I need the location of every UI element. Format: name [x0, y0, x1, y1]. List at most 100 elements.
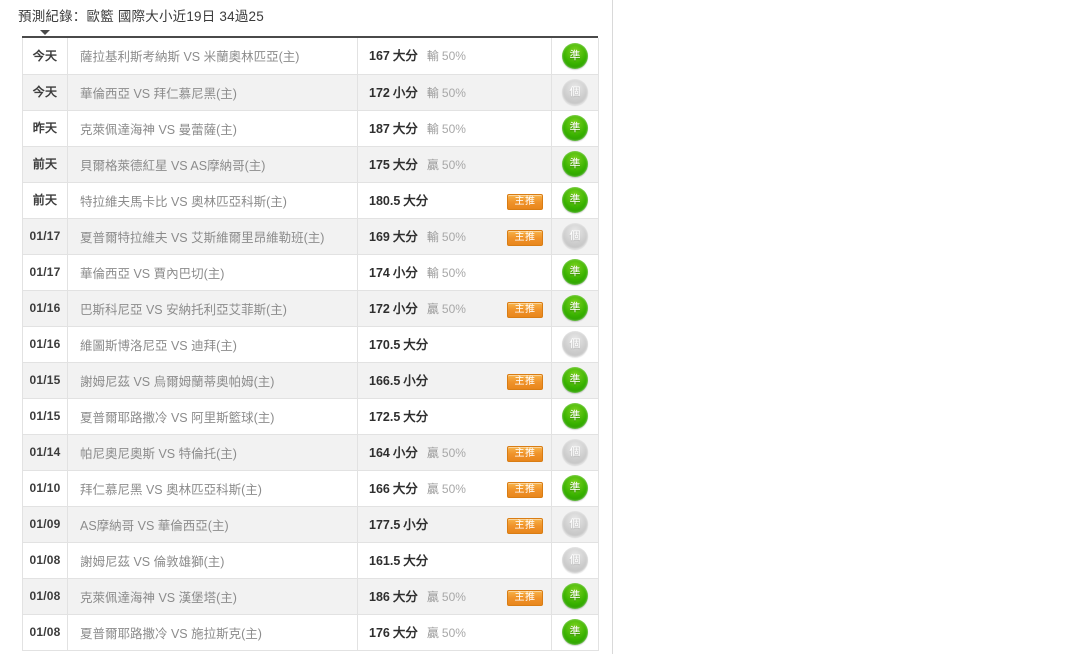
row-prediction-result: 輸 — [426, 229, 439, 244]
row-prediction-cell: 166.5 小分 主推 — [357, 362, 552, 399]
row-prediction-cell: 175 大分贏 50% — [357, 146, 552, 183]
row-status-cell: 準 — [551, 362, 599, 399]
row-prediction-content: 176 大分贏 50% — [358, 615, 551, 650]
row-date: 01/14 — [29, 445, 61, 459]
status-badge-hit: 準 — [562, 187, 588, 213]
table-row[interactable]: 01/14 帕尼奧尼奧斯 VS 特倫托(主) 164 小分贏 50% 主推 個 — [22, 434, 599, 471]
row-match-cell[interactable]: 巴斯科尼亞 VS 安納托利亞艾菲斯(主) — [67, 290, 358, 327]
row-prediction-over-under: 小分 — [392, 445, 418, 460]
row-match-teams: 維圖斯博洛尼亞 VS 迪拜(主) — [80, 338, 237, 353]
status-badge-miss: 個 — [562, 547, 588, 573]
row-date-cell: 01/08 — [22, 614, 68, 651]
status-badge-miss: 個 — [562, 331, 588, 357]
row-match-cell[interactable]: 薩拉基利斯考納斯 VS 米蘭奧林匹亞(主) — [67, 38, 358, 75]
row-prediction-over-under: 大分 — [403, 193, 429, 208]
table-row[interactable]: 01/08 克萊佩達海神 VS 漢堡塔(主) 186 大分贏 50% 主推 準 — [22, 578, 599, 615]
row-prediction-percent: 50% — [441, 157, 466, 172]
row-match-teams: 巴斯科尼亞 VS 安納托利亞艾菲斯(主) — [80, 302, 287, 317]
row-match-teams: 拜仁慕尼黑 VS 奧林匹亞科斯(主) — [80, 482, 262, 497]
row-match-cell[interactable]: 華倫西亞 VS 賈內巴切(主) — [67, 254, 358, 291]
row-date-cell: 01/16 — [22, 326, 68, 363]
row-prediction-cell: 161.5 大分 — [357, 542, 552, 579]
table-row[interactable]: 前天 貝爾格萊德紅星 VS AS摩納哥(主) 175 大分贏 50% 準 — [22, 146, 599, 183]
row-prediction-over-under: 大分 — [392, 625, 418, 640]
row-prediction-line: 172.5 — [369, 409, 401, 424]
row-prediction-line: 172 — [369, 301, 390, 316]
row-match-teams: 華倫西亞 VS 拜仁慕尼黑(主) — [80, 86, 237, 101]
row-match-cell[interactable]: 夏普爾耶路撒冷 VS 阿里斯籃球(主) — [67, 398, 358, 435]
row-match-cell[interactable]: AS摩納哥 VS 華倫西亞(主) — [67, 506, 358, 543]
table-row[interactable]: 01/09 AS摩納哥 VS 華倫西亞(主) 177.5 小分 主推 個 — [22, 506, 599, 543]
row-match-cell[interactable]: 帕尼奧尼奧斯 VS 特倫托(主) — [67, 434, 358, 471]
table-row[interactable]: 今天 華倫西亞 VS 拜仁慕尼黑(主) 172 小分輸 50% 個 — [22, 74, 599, 111]
table-row[interactable]: 01/10 拜仁慕尼黑 VS 奧林匹亞科斯(主) 166 大分贏 50% 主推 準 — [22, 470, 599, 507]
row-prediction-over-under: 大分 — [403, 553, 429, 568]
status-badge-miss: 個 — [562, 79, 588, 105]
row-match-cell[interactable]: 夏普爾特拉維夫 VS 艾斯維爾里昂維勒班(主) — [67, 218, 358, 255]
row-prediction-over-under: 小分 — [403, 373, 429, 388]
row-prediction-line: 174 — [369, 265, 390, 280]
row-prediction-result: 輸 — [426, 49, 439, 64]
row-date: 01/09 — [29, 517, 61, 531]
row-match-cell[interactable]: 拜仁慕尼黑 VS 奧林匹亞科斯(主) — [67, 470, 358, 507]
table-row[interactable]: 01/17 夏普爾特拉維夫 VS 艾斯維爾里昂維勒班(主) 169 大分輸 50% 主推 個 — [22, 218, 599, 255]
table-row[interactable]: 01/08 夏普爾耶路撒冷 VS 施拉斯克(主) 176 大分贏 50% 準 — [22, 614, 599, 651]
row-match-cell[interactable]: 謝姆尼茲 VS 倫敦雄獅(主) — [67, 542, 358, 579]
row-status-cell: 準 — [551, 182, 599, 219]
row-prediction-result: 贏 — [426, 589, 439, 604]
table-row[interactable]: 01/16 巴斯科尼亞 VS 安納托利亞艾菲斯(主) 172 小分贏 50% 主推 準 — [22, 290, 599, 327]
row-date: 01/15 — [29, 409, 61, 423]
row-match-cell[interactable]: 克萊佩達海神 VS 曼蕾薩(主) — [67, 110, 358, 147]
table-row[interactable]: 01/16 維圖斯博洛尼亞 VS 迪拜(主) 170.5 大分個 — [22, 326, 599, 363]
row-match-teams: 貝爾格萊德紅星 VS AS摩納哥(主) — [80, 158, 266, 173]
row-prediction-line: 169 — [369, 229, 390, 244]
status-badge-hit: 準 — [562, 583, 588, 609]
status-badge-hit: 準 — [562, 259, 588, 285]
row-match-cell[interactable]: 克萊佩達海神 VS 漢堡塔(主) — [67, 578, 358, 615]
row-prediction-line: 164 — [369, 445, 390, 460]
status-badge-hit: 準 — [562, 403, 588, 429]
row-prediction-result: 贏 — [426, 445, 439, 460]
row-match-cell[interactable]: 夏普爾耶路撒冷 VS 施拉斯克(主) — [67, 614, 358, 651]
row-match-cell[interactable]: 謝姆尼茲 VS 烏爾姆蘭蒂奧帕姆(主) — [67, 362, 358, 399]
row-prediction-content: 166.5 小分 主推 — [358, 363, 551, 398]
row-date: 01/17 — [29, 265, 61, 279]
triangle-down-icon — [40, 30, 50, 35]
main-pick-badge: 主推 — [507, 373, 543, 390]
main-pick-badge: 主推 — [507, 229, 543, 246]
status-badge-miss: 個 — [562, 223, 588, 249]
row-prediction-line: 166.5 — [369, 373, 401, 388]
row-match-cell[interactable]: 貝爾格萊德紅星 VS AS摩納哥(主) — [67, 146, 358, 183]
row-match-cell[interactable]: 維圖斯博洛尼亞 VS 迪拜(主) — [67, 326, 358, 363]
row-prediction-cell: 174 小分輸 50% — [357, 254, 552, 291]
row-status-cell: 準 — [551, 470, 599, 507]
row-prediction-result: 贏 — [426, 157, 439, 172]
row-prediction-over-under: 大分 — [392, 157, 418, 172]
table-row[interactable]: 昨天 克萊佩達海神 VS 曼蕾薩(主) 187 大分輸 50% 準 — [22, 110, 599, 147]
row-prediction-line: 170.5 — [369, 337, 401, 352]
table-row[interactable]: 前天 特拉維夫馬卡比 VS 奧林匹亞科斯(主) 180.5 大分 主推 準 — [22, 182, 599, 219]
table-row[interactable]: 01/17 華倫西亞 VS 賈內巴切(主) 174 小分輸 50% 準 — [22, 254, 599, 291]
row-prediction-cell: 186 大分贏 50% 主推 — [357, 578, 552, 615]
row-date: 01/10 — [29, 481, 61, 495]
row-prediction-over-under: 小分 — [392, 301, 418, 316]
row-match-cell[interactable]: 華倫西亞 VS 拜仁慕尼黑(主) — [67, 74, 358, 111]
table-row[interactable]: 01/15 謝姆尼茲 VS 烏爾姆蘭蒂奧帕姆(主) 166.5 小分 主推 準 — [22, 362, 599, 399]
row-match-cell[interactable]: 特拉維夫馬卡比 VS 奧林匹亞科斯(主) — [67, 182, 358, 219]
row-prediction-line: 172 — [369, 85, 390, 100]
row-prediction-content: 166 大分贏 50% 主推 — [358, 471, 551, 506]
row-date: 前天 — [32, 157, 58, 171]
table-row[interactable]: 今天 薩拉基利斯考納斯 VS 米蘭奧林匹亞(主) 167 大分輸 50% 準 — [22, 38, 599, 75]
table-row[interactable]: 01/08 謝姆尼茲 VS 倫敦雄獅(主) 161.5 大分個 — [22, 542, 599, 579]
row-status-cell: 個 — [551, 542, 599, 579]
table-row[interactable]: 01/15 夏普爾耶路撒冷 VS 阿里斯籃球(主) 172.5 大分準 — [22, 398, 599, 435]
row-match-teams: 薩拉基利斯考納斯 VS 米蘭奧林匹亞(主) — [80, 50, 300, 65]
row-prediction-result: 贏 — [426, 625, 439, 640]
row-prediction-cell: 180.5 大分 主推 — [357, 182, 552, 219]
row-date: 01/16 — [29, 301, 61, 315]
row-status-cell: 準 — [551, 614, 599, 651]
main-pick-badge: 主推 — [507, 589, 543, 606]
row-prediction-percent: 50% — [441, 49, 466, 64]
row-date-cell: 01/16 — [22, 290, 68, 327]
